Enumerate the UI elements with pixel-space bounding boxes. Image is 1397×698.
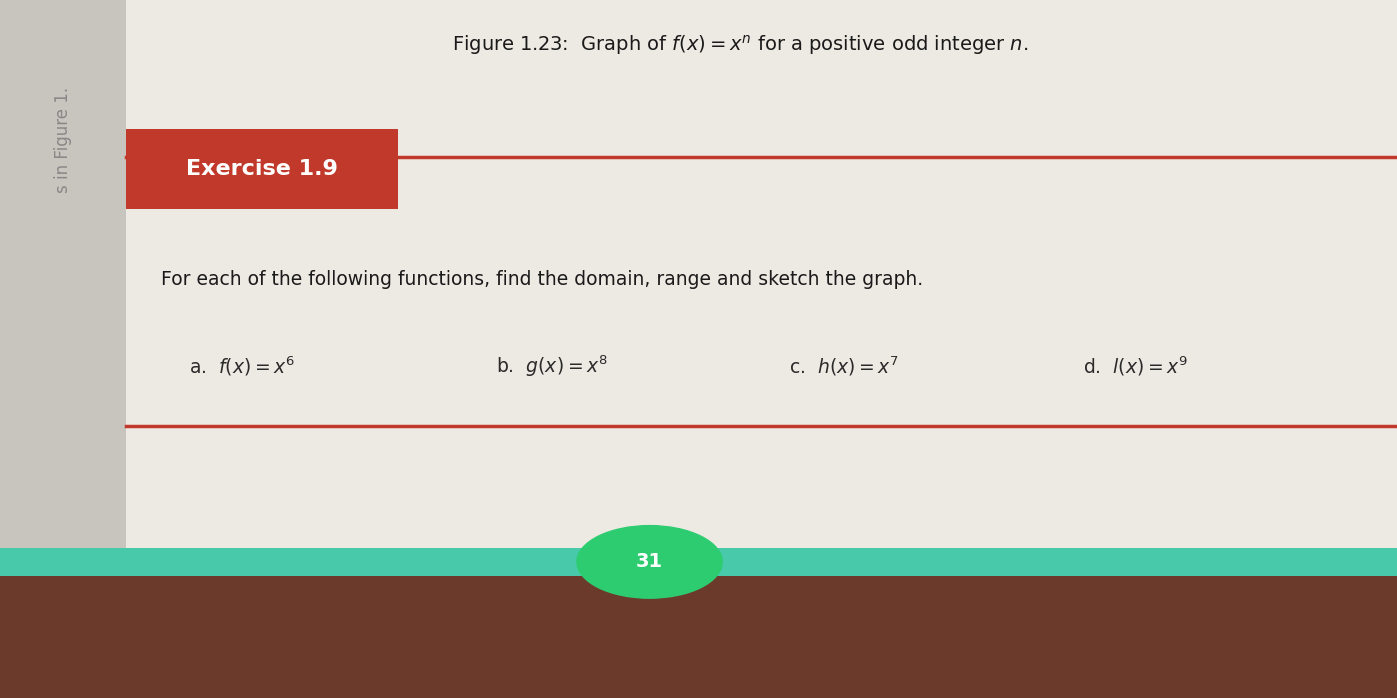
Text: 31: 31: [636, 552, 664, 572]
FancyBboxPatch shape: [0, 0, 126, 698]
Text: s in Figure 1.: s in Figure 1.: [54, 87, 71, 193]
FancyBboxPatch shape: [0, 576, 1397, 698]
Text: For each of the following functions, find the domain, range and sketch the graph: For each of the following functions, fin…: [161, 269, 923, 289]
FancyBboxPatch shape: [126, 129, 398, 209]
Circle shape: [577, 526, 722, 598]
Text: b.  $g(x)=x^8$: b. $g(x)=x^8$: [496, 354, 608, 379]
Text: Figure 1.23:  Graph of $f(x) = x^n$ for a positive odd integer $n$.: Figure 1.23: Graph of $f(x) = x^n$ for a…: [453, 34, 1028, 57]
Text: a.  $f(x)=x^6$: a. $f(x)=x^6$: [189, 355, 295, 378]
Text: d.  $l(x)=x^9$: d. $l(x)=x^9$: [1083, 355, 1187, 378]
Text: Exercise 1.9: Exercise 1.9: [186, 159, 338, 179]
FancyBboxPatch shape: [0, 548, 1397, 576]
Text: c.  $h(x)=x^7$: c. $h(x)=x^7$: [789, 355, 900, 378]
